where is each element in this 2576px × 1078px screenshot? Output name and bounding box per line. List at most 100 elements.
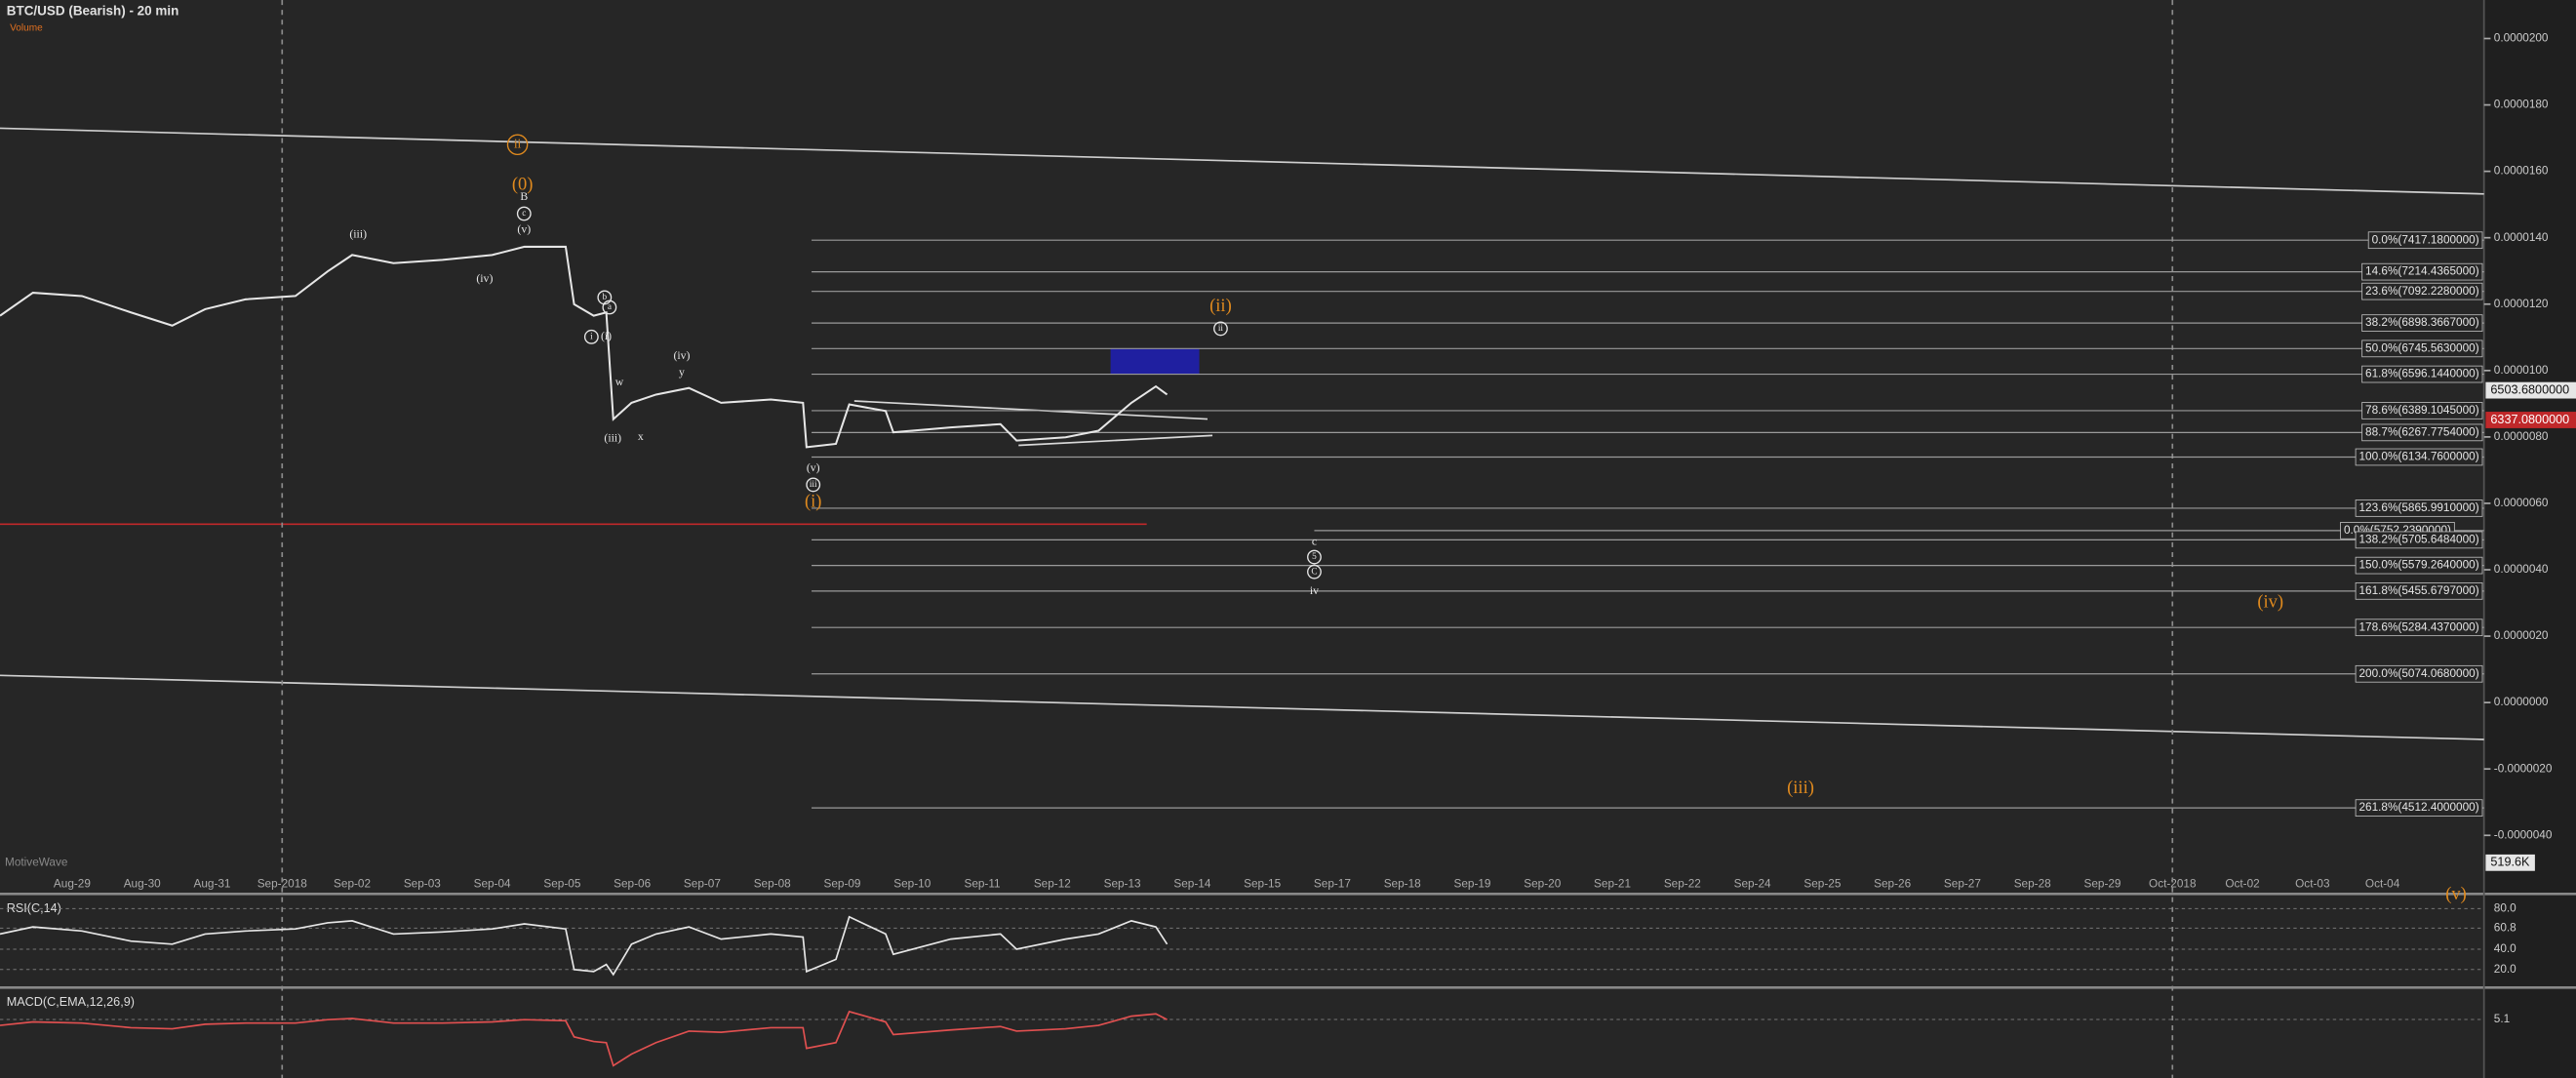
wave-label: ii — [514, 136, 522, 150]
x-tick-label: Oct-03 — [2295, 877, 2330, 890]
wave-circle — [1307, 549, 1322, 565]
wave-label: (ii) — [1209, 296, 1232, 316]
indicator-tick-label: 80.0 — [2494, 902, 2517, 915]
y-tick-label: 0.0000000 — [2494, 696, 2549, 708]
axis-panel — [2483, 0, 2576, 1078]
indicator-tick-label: 40.0 — [2494, 942, 2517, 955]
indicator-tick-label: 20.0 — [2494, 963, 2517, 976]
fib-label-box — [2361, 282, 2483, 300]
wave-label: b — [603, 293, 608, 302]
x-tick-label: Sep-2018 — [258, 877, 308, 890]
x-tick-label: Sep-27 — [1944, 877, 1981, 890]
volume-tag — [2485, 854, 2535, 871]
volume-tag-label: 519.6K — [2490, 856, 2530, 869]
wave-label: w — [615, 375, 624, 388]
x-tick-label: Sep-09 — [823, 877, 860, 890]
wave-label: (iv) — [476, 271, 493, 285]
wave-label: i — [590, 332, 593, 341]
y-tick-label: -0.0000020 — [2494, 762, 2553, 775]
x-tick-label: Sep-12 — [1034, 877, 1071, 890]
fib-label: 178.6%(5284.4370000) — [2358, 620, 2478, 633]
x-tick-label: Sep-14 — [1173, 877, 1210, 890]
fib-label-box — [2355, 556, 2483, 575]
x-tick-label: Oct-2018 — [2149, 877, 2197, 890]
fib-label: 38.2%(6898.3667000) — [2365, 316, 2479, 329]
price-line — [0, 245, 1169, 449]
y-tick-label: 0.0000080 — [2494, 430, 2549, 443]
wave-circle — [583, 329, 599, 344]
x-tick-label: Sep-29 — [2083, 877, 2120, 890]
x-tick-label: Sep-03 — [404, 877, 441, 890]
y-tick-label: 0.0000100 — [2494, 364, 2549, 377]
wave-circle — [602, 299, 617, 315]
indicator-line — [0, 1010, 1168, 1067]
wave-label: (v) — [2445, 884, 2467, 904]
fib-label: 123.6%(5865.9910000) — [2358, 501, 2478, 514]
channel-line — [0, 674, 2484, 740]
wave-label: (iii) — [349, 227, 367, 241]
wave-label: iv — [1310, 583, 1319, 597]
indicator-title: RSI(C,14) — [7, 901, 61, 915]
price-tag-label: 6503.6800000 — [2490, 382, 2569, 396]
x-tick-label: Sep-17 — [1314, 877, 1351, 890]
x-tick-label: Sep-21 — [1594, 877, 1631, 890]
price-tag — [2485, 412, 2576, 428]
x-tick-label: Sep-28 — [2014, 877, 2051, 890]
fib-label-box — [2355, 448, 2483, 466]
x-tick-label: Sep-11 — [964, 877, 1000, 890]
x-tick-label: Sep-18 — [1384, 877, 1421, 890]
wave-label: y — [679, 365, 685, 379]
wave-label: 5 — [1312, 552, 1317, 562]
wave-label: (iv) — [673, 348, 690, 362]
fib-label: 150.0%(5579.2640000) — [2358, 559, 2478, 572]
fib-label-box — [2355, 664, 2483, 683]
y-tick-label: 0.0000180 — [2494, 99, 2549, 111]
triangle-line — [853, 400, 1209, 420]
price-tag — [2485, 381, 2576, 399]
wave-label: C — [1311, 567, 1317, 577]
fib-label-box — [2361, 423, 2483, 442]
fib-label: 88.7%(6267.7754000) — [2365, 425, 2479, 438]
x-tick-label: Sep-13 — [1104, 877, 1141, 890]
fib-label: 161.8%(5455.6797000) — [2358, 584, 2478, 597]
x-tick-label: Sep-07 — [684, 877, 721, 890]
fib-label: 0.0%(7417.1800000) — [2372, 233, 2479, 246]
wave-circle — [597, 290, 613, 305]
price-tag-label: 6337.0800000 — [2490, 413, 2569, 426]
wave-label: (v) — [807, 460, 820, 474]
y-tick-label: 0.0000020 — [2494, 629, 2549, 642]
fib-label: 100.0%(6134.7600000) — [2358, 451, 2478, 463]
target-box — [1110, 348, 1200, 376]
wave-circle — [506, 134, 529, 156]
fib-label-box — [2361, 314, 2483, 332]
fib-label-box — [2361, 402, 2483, 419]
fib-label: 61.8%(6596.1440000) — [2365, 368, 2479, 380]
fib-label-box — [2361, 365, 2483, 383]
x-tick-label: Sep-24 — [1734, 877, 1771, 890]
chart-title: BTC/USD (Bearish) - 20 min — [7, 3, 179, 18]
channel-line — [0, 127, 2484, 195]
wave-label: (iii) — [604, 430, 621, 444]
y-tick-label: 0.0000120 — [2494, 298, 2549, 310]
fib-label-box — [2361, 339, 2483, 358]
indicator-line — [0, 915, 1169, 977]
fib-label-box — [2355, 531, 2483, 549]
fib-label: 138.2%(5705.6484000) — [2358, 534, 2478, 546]
wave-circle — [516, 206, 532, 221]
x-tick-label: Sep-02 — [334, 877, 371, 890]
wave-label: (i) — [805, 492, 821, 512]
indicator-tick-label: 5.1 — [2494, 1013, 2510, 1025]
indicator-tick-label: 60.8 — [2494, 921, 2517, 934]
fib-label-box — [2367, 231, 2483, 250]
x-tick-label: Sep-25 — [1803, 877, 1841, 890]
x-tick-label: Sep-20 — [1524, 877, 1561, 890]
triangle-line — [1018, 434, 1213, 447]
x-tick-label: Aug-30 — [124, 877, 161, 890]
x-tick-label: Sep-10 — [893, 877, 931, 890]
wave-circle — [1307, 564, 1322, 579]
x-tick-label: Sep-19 — [1453, 877, 1490, 890]
x-tick-label: Sep-15 — [1244, 877, 1281, 890]
x-tick-label: Aug-31 — [193, 877, 230, 890]
